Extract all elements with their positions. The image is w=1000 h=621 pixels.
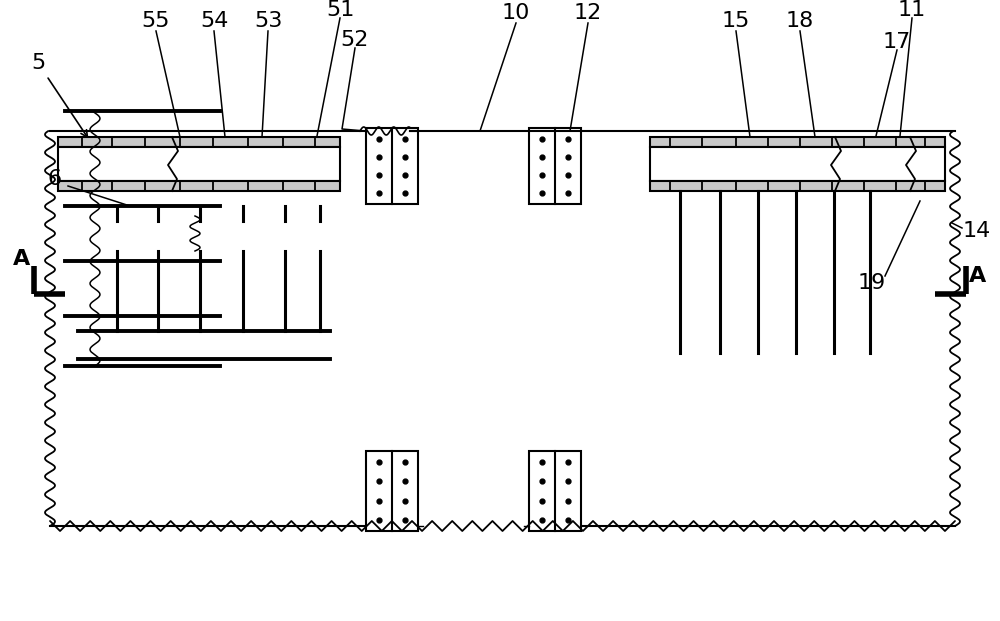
- Text: 5: 5: [31, 53, 87, 137]
- Text: A: A: [13, 249, 31, 269]
- Text: 10: 10: [502, 3, 530, 23]
- Text: 14: 14: [963, 221, 991, 241]
- Bar: [58, 137, 340, 147]
- Text: 54: 54: [200, 11, 228, 31]
- Text: 6: 6: [48, 169, 62, 189]
- Text: 17: 17: [883, 32, 911, 52]
- Text: 12: 12: [574, 3, 602, 23]
- Bar: [650, 137, 945, 147]
- Bar: [529, 451, 581, 531]
- Text: 15: 15: [722, 11, 750, 31]
- Bar: [650, 147, 945, 181]
- Text: 18: 18: [786, 11, 814, 31]
- Bar: [366, 451, 418, 531]
- Text: 11: 11: [898, 0, 926, 20]
- Text: 55: 55: [142, 11, 170, 31]
- Text: A: A: [969, 266, 987, 286]
- Text: 53: 53: [254, 11, 282, 31]
- Bar: [650, 181, 945, 191]
- Text: 19: 19: [858, 273, 886, 293]
- Text: 51: 51: [326, 0, 354, 20]
- Bar: [529, 128, 581, 204]
- Bar: [58, 147, 340, 181]
- Text: 52: 52: [341, 30, 369, 50]
- Bar: [58, 181, 340, 191]
- Bar: [366, 128, 418, 204]
